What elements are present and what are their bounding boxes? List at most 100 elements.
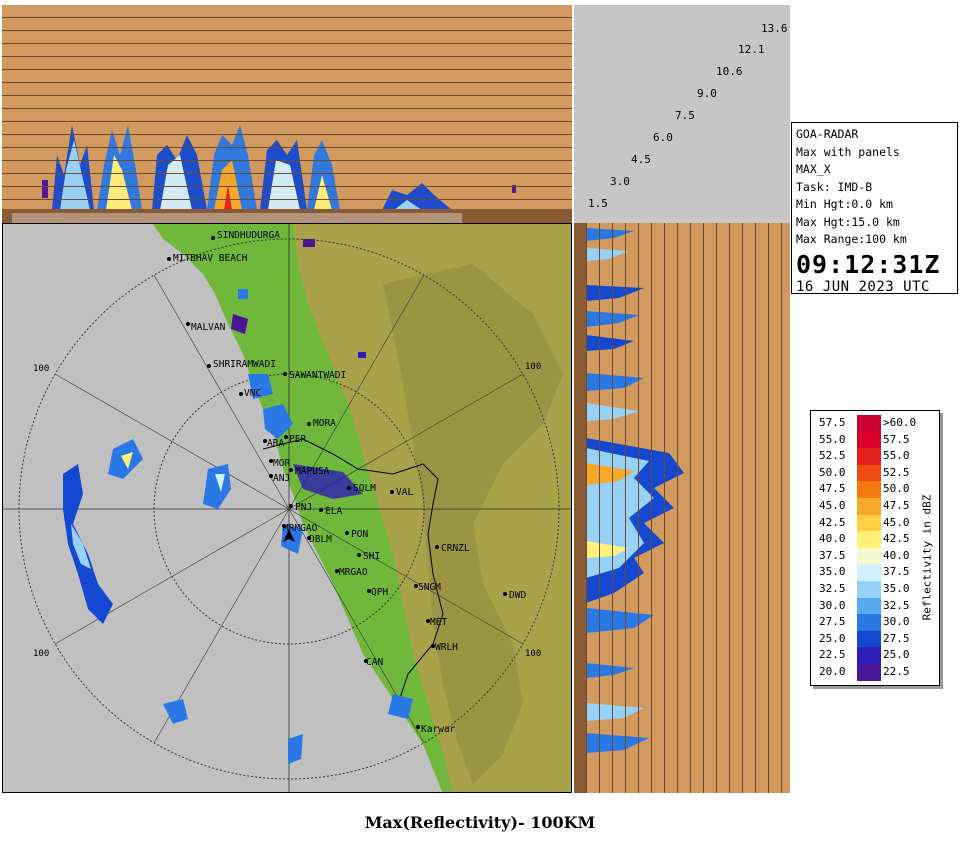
legend-row: 27.5 30.0 [811,614,921,631]
legend-swatch [857,547,881,565]
radar-map-panel: 100 100 100 100 SINDHUDURGA MITBHAV BEAC… [2,223,572,793]
legend-row: 47.5 50.0 [811,481,921,498]
legend-row: 52.5 55.0 [811,448,921,465]
city-label: DWD [509,590,526,601]
legend-swatch [857,415,881,432]
city-label: MET [430,617,447,628]
legend-row: 35.0 37.5 [811,564,921,581]
height-gridlines [2,5,572,223]
legend-low-value: 50.0 [819,465,846,479]
radial-line [153,274,290,510]
legend-low-value: 20.0 [819,665,846,678]
legend-swatch [857,630,881,648]
range-label: 100 [525,362,541,372]
city-label: MAPUSA [295,466,330,477]
city-markers: SINDHUDURGA MITBHAV BEACH MALVAN SHRIRAM… [167,230,526,735]
legend-row: 32.5 35.0 [811,581,921,598]
city-label: Karwar [421,724,456,735]
legend-low-value: 42.5 [819,515,846,529]
city-label: SNGM [418,582,441,593]
city-label: WRLH [435,642,458,653]
height-scale-panel: 13.6 12.1 10.6 9.0 7.5 6.0 4.5 3.0 1.5 [574,5,790,223]
legend-low-value: 47.5 [819,482,846,496]
height-gridlines [574,223,790,793]
legend-swatch [857,514,881,532]
legend-row: 25.0 27.5 [811,630,921,648]
min-height-label: Min Hgt:0.0 km [796,197,893,211]
city-label: SQLM [353,483,376,494]
height-label: 10.6 [716,65,743,78]
right-cross-section-panel [574,223,790,793]
city-label: VNC [244,388,261,399]
city-label: PNJ [295,502,312,513]
legend-low-value: 37.5 [819,548,846,562]
legend-low-value: 22.5 [819,648,846,662]
range-label: 100 [33,364,49,374]
legend-swatch [857,448,881,465]
legend-high-value: 47.5 [883,499,910,512]
range-label: 100 [33,649,49,659]
max-height-label: Max Hgt:15.0 km [796,214,900,229]
legend-high-value: 35.0 [883,582,910,595]
city-label: CAN [366,657,383,668]
height-label: 3.0 [610,175,630,188]
city-label: DBLM [309,534,332,545]
legend-swatch [857,647,881,664]
legend-title-wrap: Reflectivity in dBZ [915,491,935,631]
city-label: QPH [371,587,388,598]
legend-swatch [857,664,881,681]
legend-row: 42.5 45.0 [811,514,921,532]
height-label: 4.5 [631,153,651,166]
legend-row: 30.0 32.5 [811,597,921,615]
city-label: SINDHUDURGA [217,230,280,241]
legend-high-value: 40.0 [883,548,910,562]
reflectivity-legend: 57.5 >60.0 55.0 57.5 52.5 55.0 50.0 52.5 47.5 50.… [810,410,940,686]
figure-caption: Max(Reflectivity)- 100KM [364,813,596,832]
height-label: 9.0 [697,87,717,100]
mode-label: MAX_X [796,162,831,176]
legend-row: 20.0 22.5 [811,664,921,681]
legend-title: Reflectivity in dBZ [920,494,934,621]
height-label: 1.5 [588,197,608,210]
height-label: 13.6 [761,22,788,35]
legend-swatch [857,564,881,581]
radar-map: 100 100 100 100 SINDHUDURGA MITBHAV BEAC… [3,224,571,792]
legend-low-value: 45.0 [819,499,846,512]
legend-low-value: 57.5 [819,416,846,429]
radial-line [54,373,290,510]
right-panel-ground [574,223,586,793]
city-label: MOR [273,458,290,469]
info-box: GOA-RADAR Max with panels MAX_X Task: IM… [791,122,958,295]
legend-high-value: 45.0 [883,515,910,529]
city-label: SHRIRAMWADI [213,359,276,370]
observation-time: 09:12:31Z [796,249,941,279]
legend-low-value: 32.5 [819,582,846,595]
legend-row: 55.0 57.5 [811,431,921,449]
height-label: 7.5 [675,109,695,122]
legend-high-value: 30.0 [883,615,910,629]
legend-swatch [857,431,881,449]
city-label: ELA [325,506,342,517]
legend-low-value: 30.0 [819,598,846,612]
legend-swatch [857,464,881,482]
legend-row: 22.5 25.0 [811,647,921,664]
city-label: CRNZL [441,543,470,554]
city-label: ANJ [273,473,290,484]
legend-row: 45.0 47.5 [811,498,921,515]
legend-high-value: 27.5 [883,631,910,645]
top-cross-section-panel [2,5,572,223]
city-label: PON [351,529,368,540]
radial-line [288,508,524,645]
top-panel-ground [2,209,572,223]
product-name: Max with panels [796,144,900,159]
legend-swatch [857,614,881,631]
legend-low-value: 35.0 [819,565,846,579]
legend-row: 57.5 >60.0 [811,415,921,432]
city-label: MRGAO [339,567,368,578]
station-name: GOA-RADAR [796,127,859,141]
state-boundary [262,438,444,705]
legend-high-value: 57.5 [883,432,910,446]
legend-low-value: 40.0 [819,532,846,546]
legend-swatch [857,597,881,615]
height-label: 6.0 [653,131,673,144]
